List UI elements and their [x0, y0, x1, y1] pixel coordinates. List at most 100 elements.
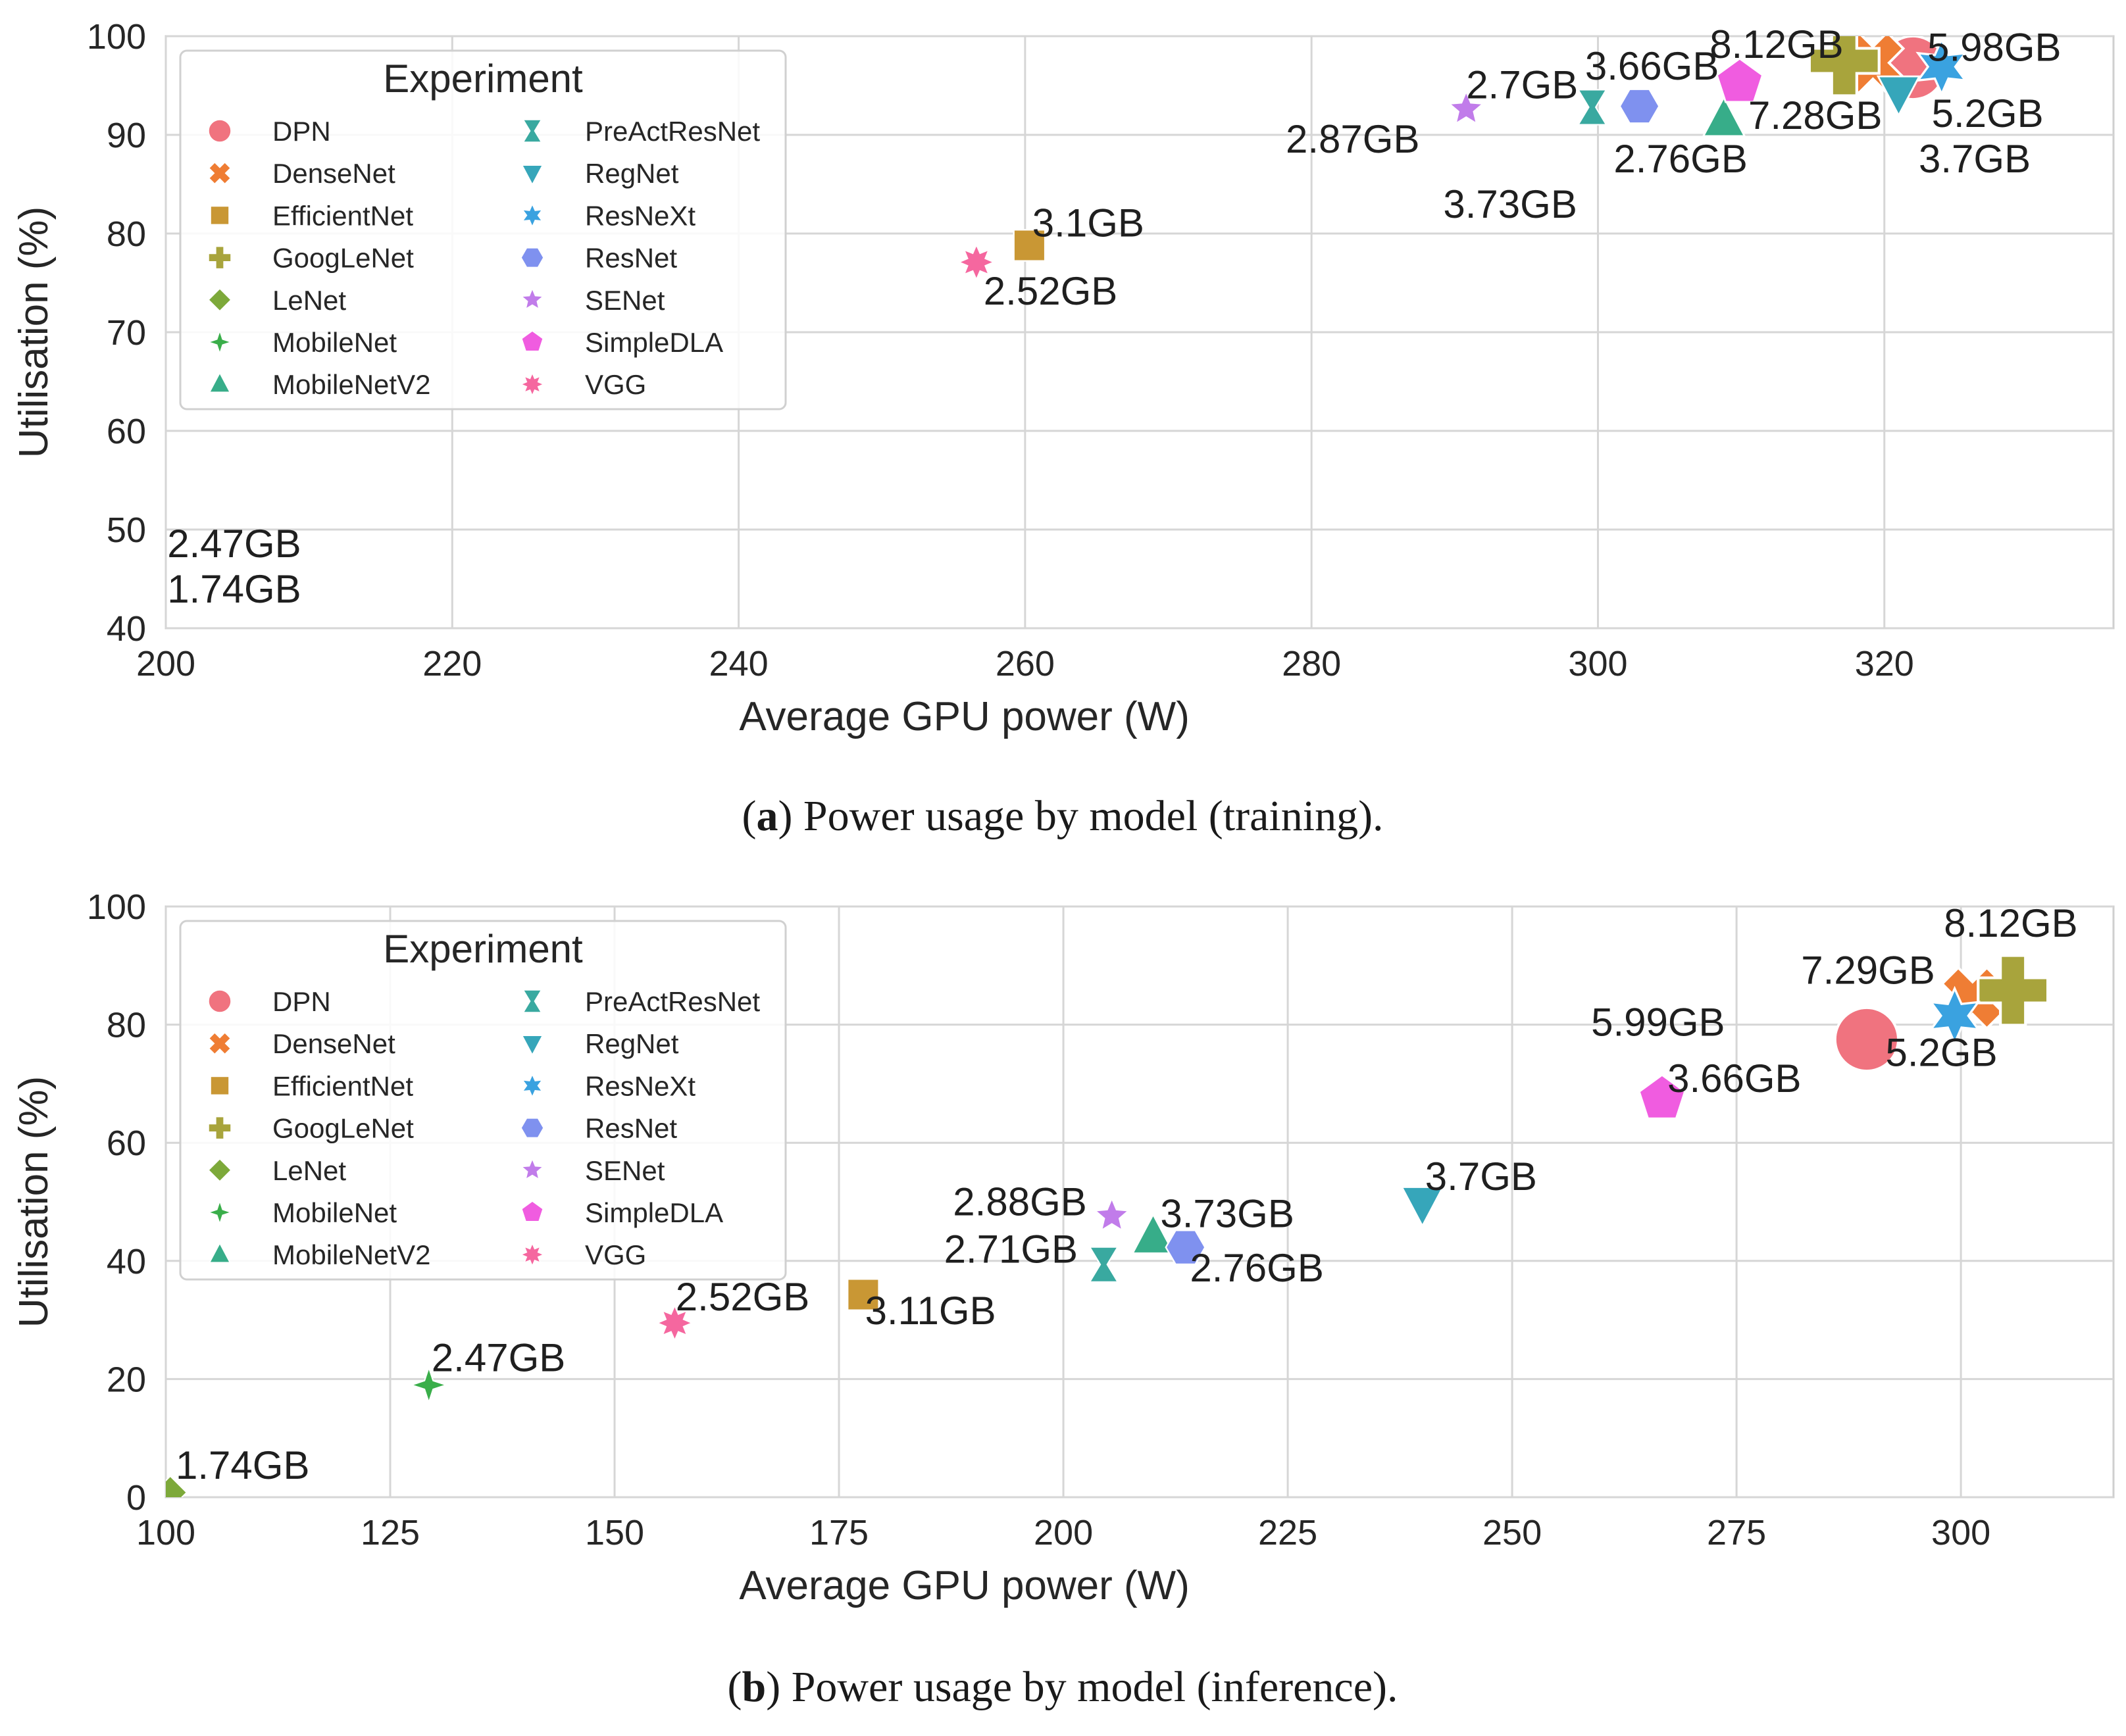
point-googlenet [1808, 36, 1881, 97]
legend-marker-lenet [207, 1158, 232, 1182]
legend-marker-vgg [520, 372, 545, 397]
x-axis-label: Average GPU power (W) [739, 1563, 1190, 1608]
point-vgg [957, 243, 996, 282]
legend-marker-preactresnet [522, 989, 542, 1013]
legend-marker-simpledla [520, 330, 544, 352]
annotation-label: 7.29GB [1801, 949, 1935, 993]
y-tick-label: 40 [107, 609, 146, 649]
point-lenet [166, 1475, 188, 1497]
legend-label-efficientnet: EfficientNet [272, 200, 413, 231]
legend-label-resnet: ResNet [585, 1113, 677, 1144]
points [166, 954, 2050, 1497]
point-dpn [1833, 1006, 1900, 1072]
caption-text: Power usage by model (inference). [780, 1663, 1398, 1711]
annotation-label: 2.71GB [944, 1228, 1078, 1272]
legend-marker-mobilenet [207, 1199, 233, 1226]
y-axis-label: Utilisation (%) [11, 207, 57, 458]
legend-marker-mobilenetv2 [209, 1242, 231, 1263]
x-tick-label: 125 [361, 1513, 420, 1552]
annotation-label: 3.1GB [1032, 201, 1144, 245]
legend-label-vgg: VGG [585, 369, 646, 400]
y-tick-label: 80 [107, 1006, 146, 1045]
point-simpledla [1638, 1074, 1686, 1120]
point-regnet [1876, 75, 1921, 118]
annotation-label: 5.99GB [1591, 1001, 1725, 1045]
point-resnet [1619, 88, 1660, 124]
legend-label-mobilenetv2: MobileNetV2 [272, 1239, 430, 1270]
caption-text: Power usage by model (training). [792, 792, 1383, 840]
annotation-label: 2.7GB [1466, 63, 1578, 107]
y-tick-label: 0 [126, 1478, 146, 1518]
point-mobilenet [409, 1365, 449, 1405]
point-resnext [1915, 36, 1968, 97]
point-mobilenetv2 [1702, 95, 1746, 137]
legend-label-googlenet: GoogLeNet [272, 243, 414, 274]
legend-label-mobilenet: MobileNet [272, 1197, 397, 1228]
legend-marker-lenet [207, 287, 232, 312]
legend-label-vgg: VGG [585, 1239, 646, 1270]
y-tick-label: 100 [87, 17, 146, 57]
legend-marker-regnet [521, 164, 544, 186]
legend-label-dpn: DPN [272, 986, 331, 1017]
caption-open-paren: ( [742, 792, 756, 840]
legend-label-dpn: DPN [272, 116, 331, 147]
caption-open-paren: ( [728, 1663, 742, 1711]
y-axis-label: Utilisation (%) [11, 1076, 57, 1327]
y-tick-label: 100 [87, 887, 146, 927]
x-tick-label: 280 [1282, 644, 1341, 683]
y-tick-label: 90 [107, 116, 146, 155]
legend-marker-googlenet [208, 1116, 232, 1140]
point-resnext [1929, 985, 1981, 1046]
legend-label-regnet: RegNet [585, 1028, 679, 1059]
legend-frame [179, 920, 787, 1281]
annotation-label: 2.47GB [432, 1336, 565, 1380]
legend-marker-mobilenetv2 [209, 372, 231, 393]
x-axis-label: Average GPU power (W) [739, 694, 1190, 739]
legend-marker-mobilenet [207, 329, 233, 355]
legend-marker-resnet [520, 247, 544, 268]
legend-label-resnext: ResNeXt [585, 200, 696, 231]
y-tick-label: 70 [107, 313, 146, 353]
point-resnet [1165, 1229, 1206, 1266]
legend-label-resnext: ResNeXt [585, 1070, 696, 1101]
figure-caption-a: (a) Power usage by model (training). [742, 792, 1383, 840]
y-tick-label: 80 [107, 214, 146, 254]
points [957, 36, 1968, 282]
x-tick-label: 275 [1707, 1513, 1766, 1552]
x-tick-label: 175 [809, 1513, 869, 1552]
point-googlenet [1977, 954, 2050, 1027]
x-tick-label: 200 [136, 644, 195, 683]
legend-marker-resnet [520, 1118, 544, 1139]
annotation-label: 2.87GB [1286, 117, 1419, 161]
legend-frame [179, 49, 787, 410]
annotation-label: 3.7GB [1919, 137, 2031, 181]
x-tick-label: 300 [1568, 644, 1627, 683]
point-efficientnet [1013, 229, 1046, 262]
legend-label-googlenet: GoogLeNet [272, 1113, 414, 1144]
x-tick-label: 150 [585, 1513, 644, 1552]
legend-marker-efficientnet [210, 205, 230, 226]
point-preactresnet [1088, 1246, 1119, 1283]
legend-marker-regnet [521, 1035, 544, 1056]
annotation-label: 5.98GB [1927, 26, 2061, 70]
annotation-label: 3.7GB [1425, 1154, 1537, 1199]
legend-marker-densenet [208, 1031, 232, 1055]
annotation-label: 2.47GB [167, 522, 301, 566]
legend-label-mobilenet: MobileNet [272, 327, 397, 358]
annotation-label: 2.76GB [1613, 137, 1747, 181]
legend-label-lenet: LeNet [272, 285, 346, 316]
x-tick-label: 320 [1855, 644, 1914, 683]
x-tick-label: 200 [1034, 1513, 1093, 1552]
legend-marker-senet [520, 287, 545, 310]
legend-label-simpledla: SimpleDLA [585, 327, 723, 358]
y-tick-label: 20 [107, 1360, 146, 1399]
point-preactresnet [1577, 89, 1607, 126]
y-tick-label: 60 [107, 1124, 146, 1163]
annotation-label: 8.12GB [1709, 22, 1843, 66]
legend-marker-googlenet [208, 245, 232, 270]
legend-title: Experiment [383, 927, 583, 971]
point-vgg [655, 1303, 694, 1343]
point-senet [1093, 1197, 1130, 1232]
legend-marker-resnext [521, 203, 544, 228]
x-tick-label: 250 [1482, 1513, 1542, 1552]
